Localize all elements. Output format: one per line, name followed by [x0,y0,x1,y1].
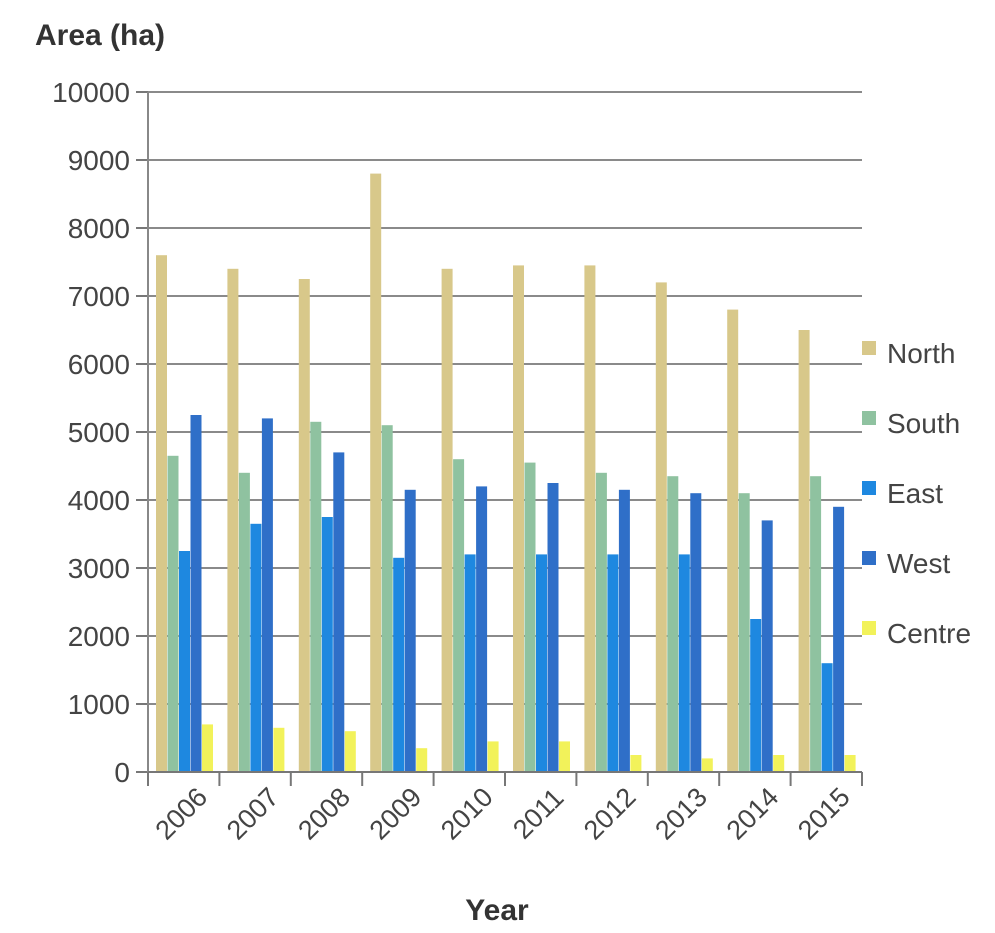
y-tick-label: 2000 [68,621,130,652]
x-tick-labels: 2006 2007 2008 2009 2010 2011 2012 2013 2014 2015 [149,782,855,846]
bar-south-2006 [167,455,179,772]
bar-west-2015 [833,506,845,772]
bar-north-2015 [798,330,810,772]
legend-label-west: West [887,548,950,579]
bar-east-2014 [750,619,762,772]
x-axis-title: Year [465,894,529,927]
y-tick-label: 8000 [68,213,130,244]
bar-east-2015 [821,663,833,772]
x-tick-label: 2006 [149,782,213,846]
bar-west-2009 [404,489,416,772]
bar-north-2013 [655,282,667,772]
y-tick-label: 6000 [68,349,130,380]
bar-centre-2014 [773,755,785,772]
bar-west-2006 [190,415,202,772]
bar-north-2006 [156,255,167,772]
x-tick-label: 2012 [578,782,642,846]
bar-west-2013 [690,493,702,772]
bar-south-2011 [524,462,536,772]
x-axis [147,92,863,786]
y-tick-label: 5000 [68,417,130,448]
legend-label-north: North [887,338,955,369]
bar-north-2014 [727,309,739,772]
legend-swatch-south [862,411,876,425]
x-tick-label: 2011 [507,783,569,845]
y-tick-label: 10000 [52,77,130,108]
bar-north-2009 [370,173,382,773]
x-tick-label: 2008 [292,782,356,846]
bar-south-2010 [453,459,465,772]
legend-swatch-north [862,341,876,355]
bar-east-2007 [250,523,262,772]
bar-east-2008 [321,517,333,772]
bar-west-2012 [618,489,630,772]
y-tick-label: 9000 [68,145,130,176]
bar-centre-2006 [202,724,213,772]
legend-swatch-east [862,481,876,495]
bar-centre-2012 [630,755,642,772]
x-tick-label: 2009 [364,782,428,846]
legend-label-centre: Centre [887,618,971,649]
legend-swatch-centre [862,621,876,635]
bar-east-2012 [607,554,619,772]
y-tick-label: 3000 [68,553,130,584]
bar-east-2009 [393,557,405,772]
bars [156,173,856,773]
bar-centre-2013 [701,758,713,772]
bar-south-2014 [738,493,750,772]
x-tick-label: 2014 [721,782,785,846]
legend-label-east: East [887,478,943,509]
y-tick-label: 7000 [68,281,130,312]
bar-west-2010 [476,486,488,772]
bar-centre-2015 [844,755,856,772]
bar-south-2009 [381,425,393,772]
bar-centre-2009 [416,748,428,772]
bar-centre-2008 [344,731,356,772]
y-tick-label: 0 [114,757,130,788]
bar-east-2010 [464,554,476,772]
bar-west-2008 [333,452,345,772]
y-tick-label: 4000 [68,485,130,516]
bar-south-2008 [310,421,322,772]
bar-south-2013 [667,476,679,772]
bar-north-2007 [227,268,239,772]
bar-south-2015 [810,476,822,772]
bar-east-2006 [179,551,190,772]
y-tick-label: 1000 [68,689,130,720]
x-tick-label: 2010 [435,782,499,846]
legend: North South East West Centre [862,338,971,649]
y-axis-title: Area (ha) [35,19,165,52]
bar-east-2011 [536,554,547,772]
bar-centre-2010 [487,741,499,772]
bar-west-2007 [261,418,273,772]
legend-label-south: South [887,408,960,439]
bar-south-2007 [238,472,250,772]
bar-east-2013 [678,554,690,772]
bar-north-2010 [441,268,453,772]
x-tick-label: 2007 [221,782,285,846]
x-tick-label: 2013 [649,782,713,846]
bar-centre-2007 [273,727,285,772]
bar-north-2011 [513,265,524,772]
y-tick-labels: 0 1000 2000 3000 4000 5000 6000 7000 8000 9000 100… [52,77,130,788]
bar-south-2012 [595,472,607,772]
bar-north-2008 [298,279,310,772]
x-tick-label: 2015 [792,782,856,846]
bar-west-2014 [761,520,773,772]
legend-swatch-west [862,551,876,565]
bar-centre-2011 [559,741,570,772]
bar-north-2012 [584,265,596,772]
bar-west-2011 [547,483,559,772]
